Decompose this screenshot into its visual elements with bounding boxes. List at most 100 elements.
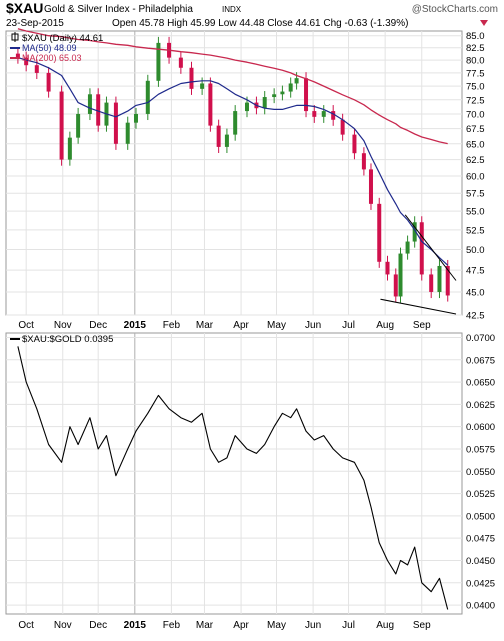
watermark: @StockCharts.com	[412, 4, 498, 15]
low-label: Low	[218, 18, 237, 29]
x-tick-label: May	[267, 320, 286, 331]
candle-body	[233, 111, 238, 135]
y-tick-label: 0.0450	[466, 556, 495, 567]
candle-body	[15, 53, 20, 58]
y-tick-label: 50.0	[466, 245, 485, 256]
y-tick-label: 57.5	[466, 189, 485, 200]
y-tick-label: 85.0	[466, 31, 485, 42]
y-tick-label: 67.5	[466, 124, 485, 135]
close-label: Close	[267, 18, 293, 29]
y-tick-label: 55.0	[466, 207, 485, 218]
y-tick-label: 70.0	[466, 109, 485, 120]
y-tick-label: 65.0	[466, 139, 485, 150]
candle-body	[272, 94, 277, 98]
index-name: Gold & Silver Index - Philadelphia	[44, 4, 193, 15]
candle-body	[262, 97, 267, 109]
x-tick-label: Mar	[196, 320, 214, 331]
candle-body	[437, 265, 442, 292]
y-tick-label: 0.0650	[466, 378, 495, 389]
x-tick-label: Oct	[18, 320, 34, 331]
price-legend-label: $XAU (Daily) 44.61	[22, 33, 103, 44]
low-value: 44.48	[239, 18, 264, 29]
x-tick-label: Mar	[196, 620, 214, 631]
candle-body	[294, 78, 299, 84]
candle-body	[405, 241, 410, 254]
y-tick-label: 0.0475	[466, 534, 495, 545]
open-label: Open	[112, 18, 136, 29]
y-tick-label: 80.0	[466, 56, 485, 67]
x-tick-label: Jun	[305, 320, 321, 331]
y-tick-label: 0.0575	[466, 444, 495, 455]
y-tick-label: 75.0	[466, 82, 485, 93]
candle-body	[133, 113, 138, 123]
ratio-legend-label: $XAU:$GOLD 0.0395	[22, 334, 113, 345]
candle-body	[361, 153, 366, 170]
candle-body	[24, 57, 29, 66]
candle-body	[216, 125, 221, 147]
candle-body	[113, 102, 118, 144]
high-label: High	[167, 18, 188, 29]
y-tick-label: 77.5	[466, 68, 485, 79]
y-tick-label: 0.0525	[466, 489, 495, 500]
x-tick-label: Apr	[233, 320, 249, 331]
chg-label: Chg	[323, 18, 341, 29]
candle-body	[331, 111, 336, 120]
candle-body	[76, 113, 81, 138]
y-tick-label: 0.0550	[466, 467, 495, 478]
y-tick-label: 72.5	[466, 95, 485, 106]
candle-body	[312, 111, 317, 117]
ma200-legend-label: MA(200) 65.03	[22, 53, 82, 63]
y-tick-label: 60.0	[466, 172, 485, 183]
x-tick-label: 2015	[124, 320, 147, 331]
x-tick-label: Apr	[233, 620, 249, 631]
y-tick-label: 47.5	[466, 266, 485, 277]
x-tick-label: Jun	[305, 620, 321, 631]
x-tick-label: Oct	[18, 620, 34, 631]
ma50-legend-label: MA(50) 48.09	[22, 43, 77, 53]
down-arrow-icon	[480, 20, 488, 26]
candle-body	[189, 67, 194, 89]
x-tick-label: Feb	[163, 620, 181, 631]
candle-body	[208, 83, 213, 126]
candle-body	[445, 265, 450, 296]
candle-body	[288, 83, 293, 92]
candle-body	[429, 274, 434, 292]
x-tick-label: Aug	[376, 320, 394, 331]
symbol-label[interactable]: $XAU	[6, 0, 43, 16]
x-tick-label: Jul	[342, 320, 355, 331]
candle-body	[96, 94, 101, 126]
candle-body	[87, 94, 92, 114]
ma50-line	[17, 57, 449, 266]
price-panel	[5, 30, 463, 316]
y-tick-label: 0.0425	[466, 578, 495, 589]
candle-body	[412, 222, 417, 242]
ma200-line	[17, 28, 448, 145]
x-tick-label: Jul	[342, 620, 355, 631]
y-tick-label: 0.0600	[466, 422, 495, 433]
candle-body	[224, 134, 229, 147]
candle-body	[368, 169, 373, 204]
candle-body	[398, 253, 403, 297]
candle-body	[385, 261, 390, 275]
candle-body	[321, 111, 326, 117]
x-tick-label: Dec	[89, 320, 107, 331]
candle-body	[156, 42, 161, 81]
x-tick-label: Dec	[89, 620, 107, 631]
y-tick-label: 0.0400	[466, 601, 495, 612]
x-tick-label: Nov	[54, 620, 72, 631]
candle-body	[125, 122, 130, 144]
candle-body	[244, 102, 249, 112]
x-tick-label: Sep	[413, 320, 431, 331]
chg-value: -0.63 (-1.39%)	[345, 18, 409, 29]
candle-body	[352, 134, 357, 154]
x-tick-label: Sep	[413, 620, 431, 631]
candle-body	[67, 137, 72, 160]
x-tick-label: May	[267, 620, 286, 631]
y-tick-label: 0.0700	[466, 333, 495, 344]
ratio-line	[17, 346, 449, 610]
upper-trendline	[404, 214, 457, 281]
candle-body	[46, 72, 51, 92]
y-tick-label: 42.5	[466, 311, 485, 322]
candle-body	[200, 83, 205, 89]
